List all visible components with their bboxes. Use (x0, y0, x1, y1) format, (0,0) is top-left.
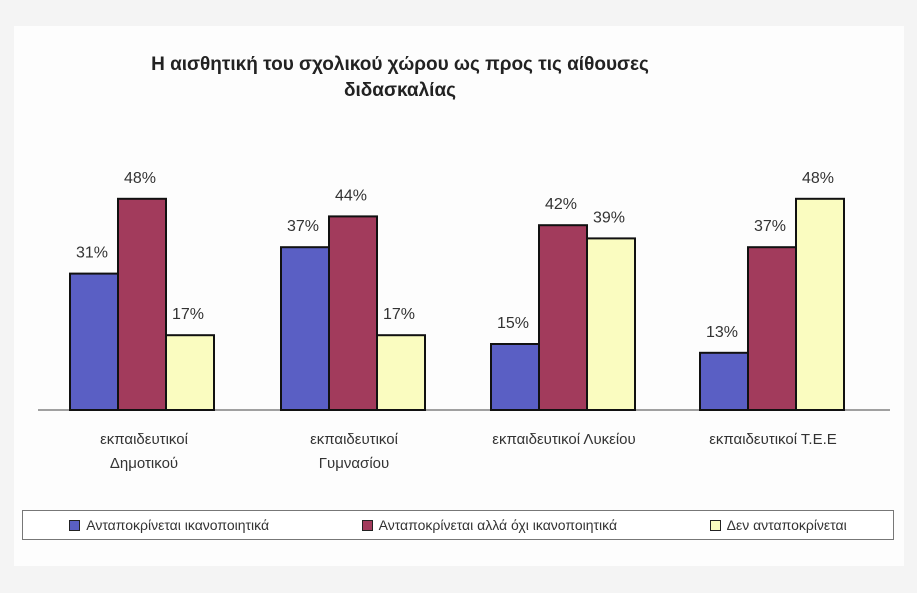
category-label-gymnasiou: εκπαιδευτικοί Γυμνασίου (254, 428, 454, 476)
bar-series-0-cat-3 (699, 351, 749, 411)
category-label-line: Γυμνασίου (318, 455, 390, 472)
bar-series-2-cat-2 (586, 237, 636, 411)
legend-item-satisfactory: Ανταποκρίνεται ικανοποιητικά (69, 517, 269, 533)
bar-series-2-cat-1 (376, 334, 426, 412)
category-label-line: εκπαιδευτικοί Λυκείου (492, 431, 636, 448)
legend-swatch-not-responding (709, 519, 721, 531)
category-label-line: εκπαιδευτικοί Τ.Ε.Ε (709, 431, 837, 448)
category-label-dimotikou: εκπαιδευτικοί Δημοτικού (44, 428, 244, 476)
bar-series-1-cat-0 (117, 197, 167, 411)
bar-series-2-cat-0 (165, 334, 215, 412)
bar-value-label: 17% (383, 306, 415, 323)
legend-item-not-satisfactory: Ανταποκρίνεται αλλά όχι ικανοποιητικά (361, 517, 618, 533)
category-label-lykeiou: εκπαιδευτικοί Λυκείου (464, 428, 664, 452)
legend-label: Ανταποκρίνεται ικανοποιητικά (86, 517, 270, 533)
bar-value-label: 37% (754, 218, 786, 235)
legend-item-not-responding: Δεν ανταποκρίνεται (709, 517, 847, 533)
chart-legend: Ανταποκρίνεται ικανοποιητικά Ανταποκρίνε… (22, 510, 894, 540)
bar-series-0-cat-1 (280, 246, 330, 411)
bar-value-label: 42% (545, 196, 577, 213)
bar-value-label: 39% (593, 209, 625, 226)
bar-value-label: 48% (802, 170, 834, 187)
legend-swatch-not-satisfactory (361, 519, 373, 531)
legend-label: Δεν ανταποκρίνεται (726, 517, 847, 533)
bar-series-2-cat-3 (795, 197, 845, 411)
bar-value-label: 31% (76, 245, 108, 262)
bar-value-label: 37% (287, 218, 319, 235)
bar-series-1-cat-1 (328, 215, 378, 411)
chart-title-line-2: διδασκαλίας (343, 80, 457, 101)
chart-title-line-1: Η αισθητική του σχολικού χώρου ως προς τ… (151, 54, 649, 75)
bar-series-1-cat-3 (747, 246, 797, 411)
category-label-line: Δημοτικού (109, 455, 179, 472)
bar-series-0-cat-2 (490, 343, 540, 411)
bar-series-0-cat-0 (69, 272, 119, 411)
category-label-line: εκπαιδευτικοί (310, 431, 398, 448)
bar-value-label: 13% (706, 324, 738, 341)
bar-value-label: 44% (335, 187, 367, 204)
bar-series-1-cat-2 (538, 224, 588, 411)
category-label-tee: εκπαιδευτικοί Τ.Ε.Ε (673, 428, 873, 452)
chart-title: Η αισθητική του σχολικού χώρου ως προς τ… (100, 52, 700, 104)
category-label-line: εκπαιδευτικοί (100, 431, 188, 448)
bar-value-label: 48% (124, 170, 156, 187)
legend-label: Ανταποκρίνεται αλλά όχι ικανοποιητικά (378, 517, 618, 533)
bar-value-label: 15% (497, 315, 529, 332)
bar-value-label: 17% (172, 306, 204, 323)
legend-swatch-satisfactory (69, 519, 81, 531)
